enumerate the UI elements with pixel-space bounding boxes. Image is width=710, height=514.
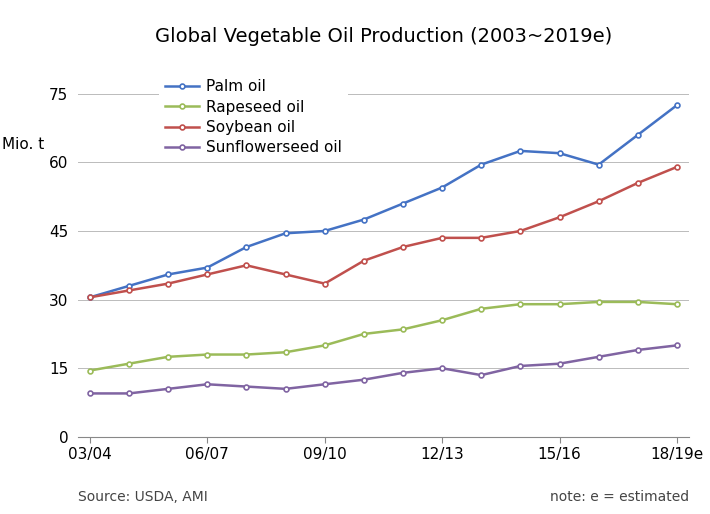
Rapeseed oil xyxy=(203,352,212,358)
Rapeseed oil xyxy=(164,354,173,360)
Soybean oil xyxy=(555,214,564,221)
Sunflowerseed oil xyxy=(438,365,447,371)
Rapeseed oil xyxy=(477,306,486,312)
Sunflowerseed oil xyxy=(203,381,212,388)
Sunflowerseed oil xyxy=(399,370,408,376)
Line: Soybean oil: Soybean oil xyxy=(87,164,679,300)
Text: Source: USDA, AMI: Source: USDA, AMI xyxy=(78,490,208,504)
Sunflowerseed oil xyxy=(516,363,525,369)
Line: Palm oil: Palm oil xyxy=(87,103,679,300)
Palm oil xyxy=(399,200,408,207)
Line: Rapeseed oil: Rapeseed oil xyxy=(87,300,679,373)
Rapeseed oil xyxy=(359,331,368,337)
Rapeseed oil xyxy=(672,301,681,307)
Palm oil xyxy=(594,161,603,168)
Rapeseed oil xyxy=(320,342,329,348)
Soybean oil xyxy=(86,294,94,300)
Palm oil xyxy=(125,283,133,289)
Palm oil xyxy=(320,228,329,234)
Palm oil xyxy=(672,102,681,108)
Palm oil xyxy=(477,161,486,168)
Palm oil xyxy=(359,216,368,223)
Sunflowerseed oil xyxy=(242,383,251,390)
Text: Mio. t: Mio. t xyxy=(2,137,44,152)
Soybean oil xyxy=(438,235,447,241)
Rapeseed oil xyxy=(438,317,447,323)
Sunflowerseed oil xyxy=(359,377,368,383)
Rapeseed oil xyxy=(399,326,408,333)
Palm oil xyxy=(281,230,290,236)
Soybean oil xyxy=(477,235,486,241)
Rapeseed oil xyxy=(594,299,603,305)
Sunflowerseed oil xyxy=(555,361,564,367)
Palm oil xyxy=(86,294,94,300)
Soybean oil xyxy=(399,244,408,250)
Rapeseed oil xyxy=(516,301,525,307)
Rapeseed oil xyxy=(242,352,251,358)
Palm oil xyxy=(516,148,525,154)
Soybean oil xyxy=(203,271,212,278)
Soybean oil xyxy=(633,180,642,186)
Legend: Palm oil, Rapeseed oil, Soybean oil, Sunflowerseed oil: Palm oil, Rapeseed oil, Soybean oil, Sun… xyxy=(159,73,349,161)
Palm oil xyxy=(555,150,564,156)
Soybean oil xyxy=(516,228,525,234)
Rapeseed oil xyxy=(555,301,564,307)
Sunflowerseed oil xyxy=(594,354,603,360)
Soybean oil xyxy=(320,281,329,287)
Text: note: e = estimated: note: e = estimated xyxy=(550,490,689,504)
Sunflowerseed oil xyxy=(477,372,486,378)
Rapeseed oil xyxy=(281,349,290,355)
Soybean oil xyxy=(242,262,251,268)
Sunflowerseed oil xyxy=(672,342,681,348)
Sunflowerseed oil xyxy=(86,390,94,396)
Title: Global Vegetable Oil Production (2003~2019e): Global Vegetable Oil Production (2003~20… xyxy=(155,27,612,46)
Soybean oil xyxy=(672,164,681,170)
Soybean oil xyxy=(359,258,368,264)
Palm oil xyxy=(203,265,212,271)
Soybean oil xyxy=(164,281,173,287)
Soybean oil xyxy=(281,271,290,278)
Sunflowerseed oil xyxy=(281,386,290,392)
Palm oil xyxy=(633,132,642,138)
Soybean oil xyxy=(125,287,133,293)
Rapeseed oil xyxy=(125,361,133,367)
Sunflowerseed oil xyxy=(125,390,133,396)
Palm oil xyxy=(164,271,173,278)
Line: Sunflowerseed oil: Sunflowerseed oil xyxy=(87,343,679,396)
Sunflowerseed oil xyxy=(633,347,642,353)
Rapeseed oil xyxy=(633,299,642,305)
Rapeseed oil xyxy=(86,368,94,374)
Sunflowerseed oil xyxy=(320,381,329,388)
Palm oil xyxy=(438,185,447,191)
Palm oil xyxy=(242,244,251,250)
Sunflowerseed oil xyxy=(164,386,173,392)
Soybean oil xyxy=(594,198,603,205)
